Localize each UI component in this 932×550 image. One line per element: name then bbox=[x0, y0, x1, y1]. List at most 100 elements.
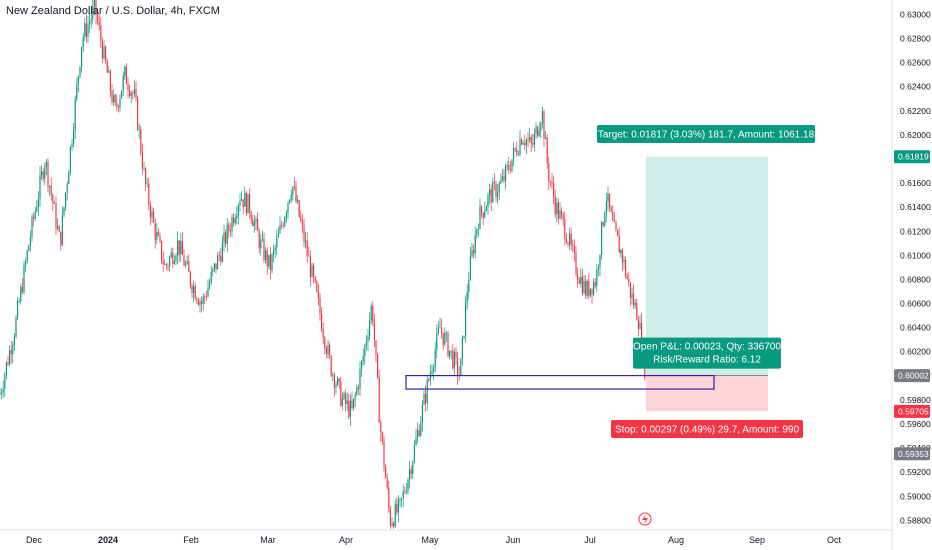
candle-body bbox=[10, 350, 12, 355]
event-icon bbox=[638, 512, 652, 526]
rr-label: Risk/Reward Ratio: 6.12 bbox=[653, 355, 761, 366]
candle-body bbox=[193, 285, 195, 294]
candle-body bbox=[300, 216, 302, 221]
candle-body bbox=[13, 337, 15, 346]
candle-body bbox=[322, 330, 324, 338]
candle-body bbox=[588, 281, 590, 296]
candle-body bbox=[132, 92, 134, 94]
demand-zone-box bbox=[405, 374, 715, 390]
candle-body bbox=[61, 214, 63, 246]
y-tick-label: 0.63000 bbox=[900, 9, 931, 19]
y-tick-label: 0.59600 bbox=[900, 419, 931, 429]
candle-body bbox=[609, 193, 611, 208]
candle-body bbox=[69, 146, 71, 172]
candle-body bbox=[276, 237, 278, 248]
candle-body bbox=[532, 142, 534, 145]
candle-body bbox=[237, 205, 239, 216]
candle-body bbox=[273, 249, 275, 255]
y-tick-label: 0.59800 bbox=[900, 395, 931, 405]
candle-body bbox=[481, 206, 483, 213]
candle-body bbox=[188, 261, 190, 272]
candle-body bbox=[117, 106, 119, 108]
candle-body bbox=[261, 238, 263, 240]
candle-body bbox=[471, 250, 473, 256]
candle-body bbox=[49, 186, 51, 187]
candle-body bbox=[554, 196, 556, 215]
candle-body bbox=[489, 189, 491, 196]
candle-body bbox=[383, 441, 385, 468]
candle-body bbox=[135, 88, 137, 98]
candle-body bbox=[164, 264, 166, 266]
candle-body bbox=[473, 250, 475, 254]
candle-body bbox=[439, 327, 441, 329]
candle-body bbox=[25, 261, 27, 266]
candle-body bbox=[364, 345, 366, 357]
candle-body bbox=[469, 255, 471, 280]
candle-body bbox=[450, 350, 452, 352]
candle-body bbox=[420, 422, 422, 436]
candle-body bbox=[357, 387, 359, 389]
candle-body bbox=[428, 379, 430, 381]
candle-body bbox=[461, 337, 463, 359]
y-tick-label: 0.62600 bbox=[900, 58, 931, 68]
candle-body bbox=[460, 358, 462, 376]
candle-body bbox=[636, 302, 638, 321]
candle-body bbox=[82, 37, 84, 47]
candle-body bbox=[260, 239, 262, 249]
candle-body bbox=[73, 130, 75, 144]
candle-body bbox=[381, 432, 383, 442]
candle-body bbox=[282, 225, 284, 227]
candle-body bbox=[511, 159, 513, 171]
candle-body bbox=[114, 95, 116, 103]
candle-body bbox=[516, 149, 518, 155]
candle-body bbox=[479, 206, 481, 230]
candle-body bbox=[125, 66, 127, 85]
candle-body bbox=[580, 276, 582, 284]
candle-body bbox=[194, 285, 196, 299]
candle-body bbox=[401, 498, 403, 500]
candle-body bbox=[234, 218, 236, 224]
candle-body bbox=[45, 161, 47, 167]
candle-body bbox=[388, 487, 390, 508]
candle-body bbox=[484, 211, 486, 218]
candle-body bbox=[225, 232, 227, 244]
candle-body bbox=[5, 362, 7, 375]
price-badge-label: 0.60002 bbox=[898, 371, 929, 381]
candle-body bbox=[418, 430, 420, 436]
candle-body bbox=[116, 102, 118, 107]
target-label: Target: 0.01817 (3.03%) 181.7, Amount: 1… bbox=[598, 130, 815, 141]
candle-body bbox=[367, 336, 369, 342]
candle-body bbox=[122, 75, 124, 91]
x-tick-label: Feb bbox=[183, 535, 199, 545]
candle-body bbox=[493, 181, 495, 184]
candle-body bbox=[209, 282, 211, 288]
candle-body bbox=[389, 507, 391, 526]
candle-body bbox=[85, 23, 87, 37]
candle-body bbox=[311, 265, 313, 278]
candle-body bbox=[513, 148, 515, 160]
candle-body bbox=[124, 66, 126, 76]
candle-body bbox=[562, 214, 564, 220]
candle-body bbox=[549, 181, 551, 183]
candle-body bbox=[210, 271, 212, 283]
candle-body bbox=[108, 70, 110, 73]
candle-body bbox=[173, 260, 175, 264]
candle-body bbox=[509, 169, 511, 171]
candle-body bbox=[631, 293, 633, 298]
candle-body bbox=[610, 207, 612, 212]
candle-body bbox=[557, 202, 559, 219]
candle-body bbox=[524, 143, 526, 146]
candle-body bbox=[303, 225, 305, 242]
candle-body bbox=[316, 281, 318, 292]
stop-label-bg bbox=[611, 420, 803, 438]
candle-body bbox=[349, 400, 351, 417]
candle-body bbox=[578, 279, 580, 284]
candle-body bbox=[287, 202, 289, 213]
candle-body bbox=[551, 182, 553, 184]
candle-body bbox=[305, 240, 307, 242]
candle-body bbox=[7, 362, 9, 365]
candle-body bbox=[465, 302, 467, 337]
candle-body bbox=[167, 265, 169, 267]
x-tick-label: Oct bbox=[827, 535, 842, 545]
